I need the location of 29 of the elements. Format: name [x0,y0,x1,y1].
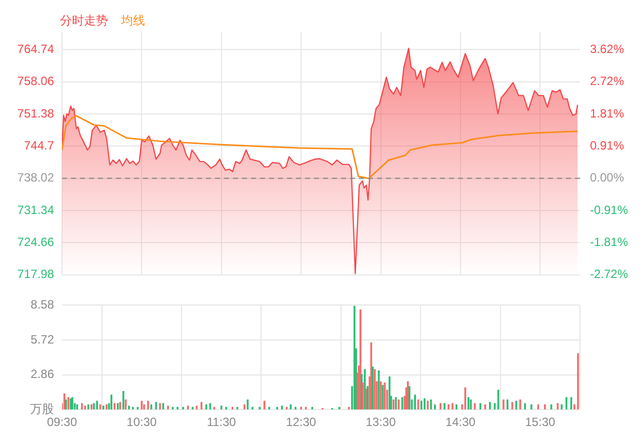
y2-tick-label: -0.91% [590,202,628,217]
y-tick-label: 758.06 [17,74,54,88]
y-tick-label: 万股 [30,402,54,416]
y-tick-label: 724.66 [17,234,54,249]
x-tick-label: 13:30 [366,415,396,430]
y-tick-label: 751.38 [17,106,54,120]
x-tick-label: 09:30 [46,415,78,430]
x-tick-label: 12:30 [286,415,316,430]
y2-tick-label: -2.72% [590,267,628,282]
x-tick-label: 14:30 [445,415,476,430]
y-tick-label: 717.98 [17,267,54,282]
y-tick-label: 731.34 [17,202,54,217]
text: 分时走势 [60,13,108,28]
x-tick-label: 10:30 [126,415,158,430]
y2-tick-label: 2.72% [590,74,624,88]
y2-tick-label: 0.91% [590,138,624,152]
x-tick-label: 11:30 [206,415,236,430]
y2-tick-label: 3.62% [590,42,624,56]
y-tick-label: 738.02 [17,170,54,185]
x-tick-label: 15:30 [525,415,556,430]
y-tick-label: 5.72 [30,332,54,346]
y2-tick-label: -1.81% [590,234,628,249]
y2-tick-label: 1.81% [590,106,624,120]
y2-tick-label: 0.00% [590,170,624,185]
y-tick-label: 8.58 [30,298,54,312]
text: 均线 [120,13,145,28]
y-tick-label: 2.86 [30,367,54,382]
y-tick-label: 744.7 [24,138,54,152]
y-tick-label: 764.74 [17,42,54,56]
